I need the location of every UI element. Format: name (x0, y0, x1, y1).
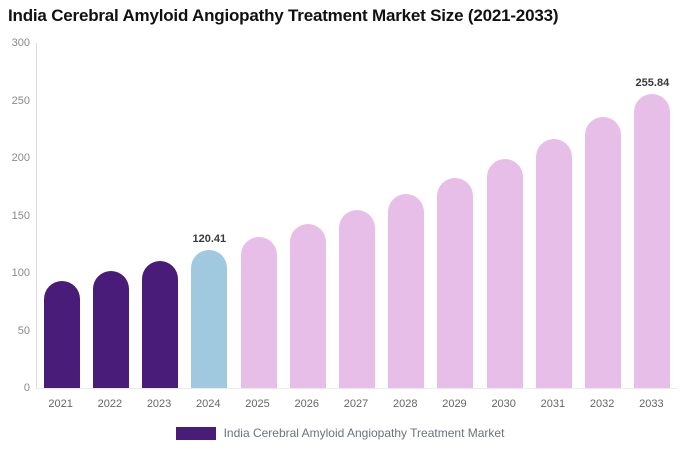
legend-swatch (175, 426, 216, 440)
legend-label: India Cerebral Amyloid Angiopathy Treatm… (223, 426, 505, 440)
x-axis-tick-label-2029: 2029 (442, 398, 467, 410)
x-axis-tick-label-2023: 2023 (146, 398, 172, 410)
x-axis-tick-label-2021: 2021 (48, 398, 73, 410)
x-axis-tick-label-2033: 2033 (639, 398, 664, 410)
x-axis-tick-label-2027: 2027 (343, 398, 369, 410)
x-axis-tick-label-2025: 2025 (245, 398, 270, 410)
bar-2024[interactable] (191, 249, 228, 388)
plot-area: 120.41 255.84 (36, 43, 677, 389)
x-axis-tick-label-2028: 2028 (392, 398, 418, 410)
bar-value-label-2033: 255.84 (635, 76, 670, 89)
x-axis-tick-label-2026: 2026 (294, 398, 319, 410)
bar-2022[interactable] (92, 271, 129, 388)
y-axis-tick-label: 100 (11, 267, 30, 279)
bar-2033[interactable] (634, 93, 671, 388)
bar-2026[interactable] (289, 224, 326, 388)
y-axis-tick-label: 150 (11, 209, 30, 222)
bar-2031[interactable] (535, 139, 572, 388)
x-axis-tick-label-2031: 2031 (540, 398, 566, 410)
y-axis-tick-label: 300 (11, 37, 30, 49)
legend[interactable]: India Cerebral Amyloid Angiopathy Treatm… (0, 426, 680, 440)
bar-2029[interactable] (437, 177, 474, 388)
bar-2021[interactable] (43, 281, 80, 388)
y-axis-tick-label: 50 (17, 324, 30, 337)
bar-2027[interactable] (339, 209, 375, 388)
x-axis-tick-label-2032: 2032 (589, 398, 615, 410)
y-axis-tick-label: 0 (23, 382, 30, 394)
x-axis-tick-label-2030: 2030 (491, 398, 516, 410)
bar-2028[interactable] (388, 194, 425, 388)
y-axis-tick-label: 200 (11, 152, 30, 164)
bar-2030[interactable] (486, 159, 523, 388)
bar-2025[interactable] (240, 237, 277, 388)
y-axis-tick-label: 250 (11, 94, 30, 107)
bar-2023[interactable] (142, 260, 179, 388)
bar-value-label-2024: 120.41 (192, 232, 227, 245)
page-title: India Cerebral Amyloid Angiopathy Treatm… (8, 6, 559, 25)
x-axis-tick-label-2022: 2022 (97, 398, 123, 410)
x-axis-tick-label-2024: 2024 (196, 398, 221, 410)
bar-2032[interactable] (585, 117, 622, 388)
